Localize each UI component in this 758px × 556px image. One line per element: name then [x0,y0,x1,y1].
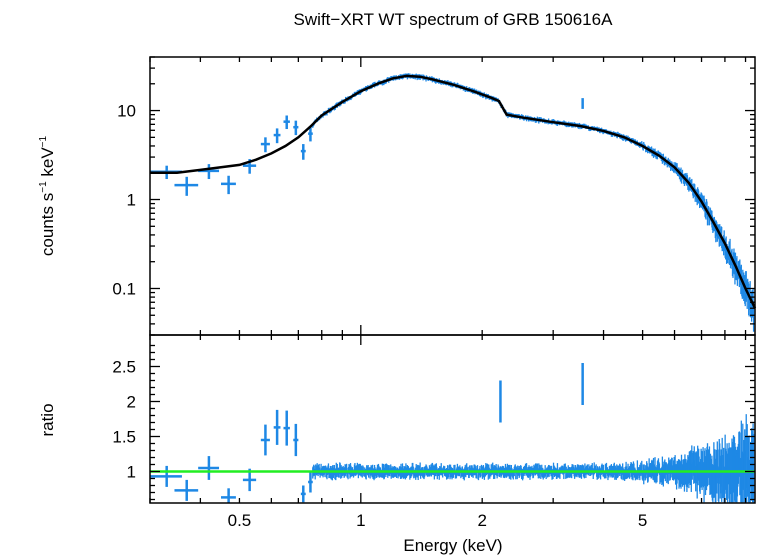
x-tick-label: 0.5 [228,511,252,530]
upper-y-axis-label: counts s−1 keV−1 [38,135,57,256]
data-point [174,176,199,196]
data-point [220,175,236,195]
data-point [260,424,270,456]
data-point [283,115,290,130]
data-point [273,128,281,144]
y-tick-label: 1.5 [112,428,136,447]
data-point [308,127,313,142]
lower-ticks: 0.5 1 2 5 1 1.5 2 2.5 [112,335,755,530]
y-tick-label: 1 [127,191,136,210]
chart-title: Swift−XRT WT spectrum of GRB 150616A [294,10,614,29]
y-label-sup1: −1 [38,181,49,193]
data-point [220,488,236,503]
data-point [198,164,220,180]
data-point [308,471,313,493]
data-point [174,479,199,501]
upper-data-points [150,115,313,196]
data-point [273,409,281,445]
data-point [300,144,306,160]
y-tick-label: 10 [117,102,136,121]
data-point [300,485,306,503]
y-label-sup2: −1 [38,135,49,147]
y-tick-label: 1 [127,463,136,482]
lower-y-axis-label: ratio [38,403,57,436]
model-curve [150,74,757,309]
y-label-text: counts s [38,193,57,256]
y-label-mid: keV [38,147,57,182]
data-point [283,410,290,446]
x-tick-label: 2 [477,511,486,530]
lower-frame [149,334,756,504]
y-tick-label: 2.5 [112,358,136,377]
y-tick-label: 2 [127,393,136,412]
data-point [150,465,182,487]
y-tick-label: 0.1 [112,279,136,298]
data-point [198,456,220,480]
x-tick-label: 1 [356,511,365,530]
data-point [293,423,299,457]
x-axis-label: Energy (keV) [403,536,502,555]
upper-frame [149,56,756,336]
x-tick-label: 5 [638,511,647,530]
upper-band [312,73,755,332]
lower-band [312,363,755,503]
data-point [293,120,299,136]
lower-data-points [150,409,313,503]
data-point [260,137,270,153]
upper-ticks: 0.1 1 10 [112,56,755,336]
lower-panel: 0.5 1 2 5 1 1.5 2 2.5 ratio Energy (keV) [38,334,756,555]
